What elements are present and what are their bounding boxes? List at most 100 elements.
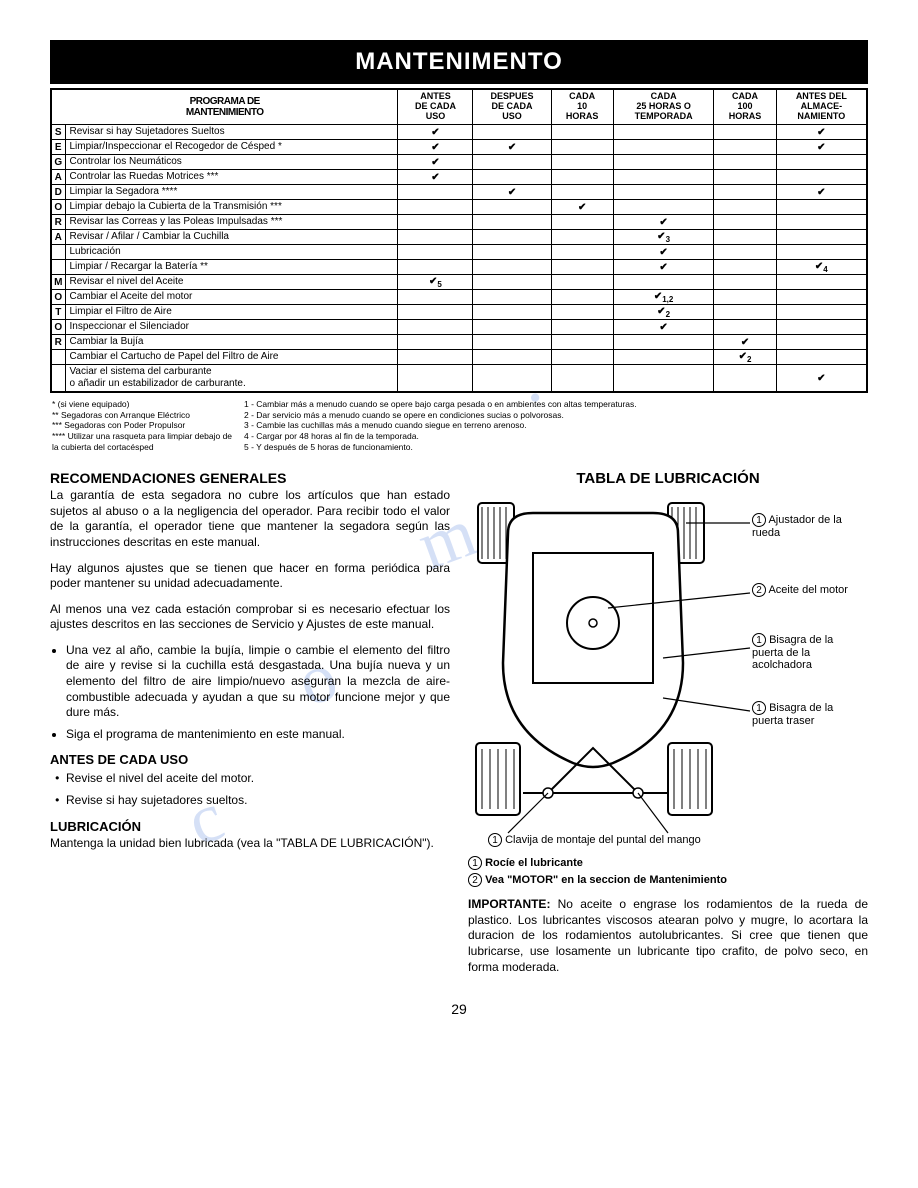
task-cell: Revisar las Correas y las Poleas Impulsa… bbox=[65, 215, 398, 230]
table-row: ARevisar / Afilar / Cambiar la Cuchilla✔… bbox=[51, 230, 867, 245]
lubrication-title: LUBRICACIÓN bbox=[50, 819, 450, 834]
check-cell bbox=[613, 140, 714, 155]
check-cell: ✔ bbox=[776, 125, 867, 140]
side-label bbox=[51, 260, 65, 275]
side-label: R bbox=[51, 335, 65, 350]
side-label: T bbox=[51, 305, 65, 320]
fn-left-2: *** Segadoras con Poder Propulsor bbox=[52, 420, 236, 431]
check-cell bbox=[714, 230, 776, 245]
check-cell bbox=[551, 125, 613, 140]
task-cell: Revisar el nivel del Aceite bbox=[65, 275, 398, 290]
check-cell bbox=[473, 260, 551, 275]
fn-right-1: 2 - Dar servicio más a menudo cuando se … bbox=[244, 410, 637, 421]
check-cell bbox=[613, 185, 714, 200]
check-cell: ✔ bbox=[714, 335, 776, 350]
check-cell bbox=[551, 365, 613, 393]
side-label: A bbox=[51, 230, 65, 245]
check-cell bbox=[714, 140, 776, 155]
table-row: RRevisar las Correas y las Poleas Impuls… bbox=[51, 215, 867, 230]
rec-paragraph-1: La garantía de esta segadora no cubre lo… bbox=[50, 488, 450, 550]
check-cell bbox=[473, 230, 551, 245]
check-cell: ✔ bbox=[613, 215, 714, 230]
table-row: Cambiar el Cartucho de Papel del Filtro … bbox=[51, 350, 867, 365]
check-cell bbox=[551, 275, 613, 290]
check-cell bbox=[398, 335, 473, 350]
check-cell bbox=[714, 305, 776, 320]
check-cell bbox=[398, 260, 473, 275]
table-row: GControlar los Neumáticos✔ bbox=[51, 155, 867, 170]
check-cell: ✔ bbox=[776, 185, 867, 200]
check-cell bbox=[551, 245, 613, 260]
before-li-2: Revise si hay sujetadores sueltos. bbox=[66, 793, 450, 809]
fn-left-0: * (si viene equipado) bbox=[52, 399, 236, 410]
check-cell bbox=[776, 350, 867, 365]
table-title: PROGRAMA DE MANTENIMIENTO bbox=[51, 89, 398, 125]
check-cell bbox=[714, 170, 776, 185]
table-row: Lubricación✔ bbox=[51, 245, 867, 260]
check-cell bbox=[714, 365, 776, 393]
check-cell bbox=[551, 215, 613, 230]
check-cell bbox=[776, 245, 867, 260]
check-cell bbox=[613, 275, 714, 290]
check-cell: ✔ bbox=[551, 200, 613, 215]
task-cell: Lubricación bbox=[65, 245, 398, 260]
check-cell: ✔ bbox=[398, 125, 473, 140]
check-cell bbox=[776, 155, 867, 170]
fn-right-3: 4 - Cargar por 48 horas al fin de la tem… bbox=[244, 431, 637, 442]
check-cell bbox=[776, 320, 867, 335]
table-row: Vaciar el sistema del carburanteo añadir… bbox=[51, 365, 867, 393]
side-label: O bbox=[51, 290, 65, 305]
check-cell bbox=[398, 305, 473, 320]
side-label: E bbox=[51, 140, 65, 155]
col-head-3: CADA25 HORAS OTEMPORADA bbox=[613, 89, 714, 125]
check-cell bbox=[776, 230, 867, 245]
check-cell bbox=[398, 185, 473, 200]
check-cell bbox=[473, 320, 551, 335]
table-row: ELimpiar/Inspeccionar el Recogedor de Cé… bbox=[51, 140, 867, 155]
before-each-use-title: ANTES DE CADA USO bbox=[50, 752, 450, 767]
table-row: SRevisar si hay Sujetadores Sueltos✔✔ bbox=[51, 125, 867, 140]
check-cell bbox=[551, 185, 613, 200]
col-head-0: ANTESDE CADAUSO bbox=[398, 89, 473, 125]
check-cell bbox=[613, 155, 714, 170]
task-cell: Limpiar el Filtro de Aire bbox=[65, 305, 398, 320]
side-label: D bbox=[51, 185, 65, 200]
check-cell bbox=[473, 245, 551, 260]
check-cell bbox=[551, 140, 613, 155]
side-label: O bbox=[51, 200, 65, 215]
rec-bullet-1: Una vez al año, cambie la bujía, limpie … bbox=[66, 643, 450, 721]
side-label: O bbox=[51, 320, 65, 335]
check-cell: ✔5 bbox=[398, 275, 473, 290]
check-cell bbox=[714, 185, 776, 200]
table-row: OLimpiar debajo la Cubierta de la Transm… bbox=[51, 200, 867, 215]
check-cell bbox=[776, 215, 867, 230]
check-cell bbox=[613, 335, 714, 350]
left-column: RECOMENDACIONES GENERALES La garantía de… bbox=[50, 470, 450, 985]
table-title-line1: PROGRAMA DE bbox=[190, 96, 260, 107]
side-label: M bbox=[51, 275, 65, 290]
task-cell: Vaciar el sistema del carburanteo añadir… bbox=[65, 365, 398, 393]
check-cell bbox=[714, 275, 776, 290]
check-cell bbox=[714, 155, 776, 170]
diagram-label-4: 1 Bisagra de la puerta traser bbox=[752, 701, 852, 727]
page-title-bar: MANTENIMENTO bbox=[50, 40, 868, 84]
lubrication-text: Mantenga la unidad bien lubricada (vea l… bbox=[50, 836, 450, 852]
check-cell bbox=[776, 290, 867, 305]
lubrication-diagram: 1 Ajustador de la rueda 2 Aceite del mot… bbox=[468, 493, 868, 853]
task-cell: Limpiar debajo la Cubierta de la Transmi… bbox=[65, 200, 398, 215]
task-cell: Cambiar el Cartucho de Papel del Filtro … bbox=[65, 350, 398, 365]
check-cell bbox=[776, 305, 867, 320]
maintenance-schedule-table: PROGRAMA DE MANTENIMIENTO ANTESDE CADAUS… bbox=[50, 88, 868, 393]
check-cell bbox=[398, 320, 473, 335]
table-row: DLimpiar la Segadora ****✔✔ bbox=[51, 185, 867, 200]
check-cell bbox=[714, 260, 776, 275]
check-cell bbox=[776, 170, 867, 185]
col-head-4: CADA100HORAS bbox=[714, 89, 776, 125]
check-cell bbox=[473, 215, 551, 230]
table-row: RCambiar la Bujía✔ bbox=[51, 335, 867, 350]
table-title-line2: MANTENIMIENTO bbox=[186, 107, 264, 118]
check-cell bbox=[473, 335, 551, 350]
diagram-label-5: 1 Clavija de montaje del puntal del mang… bbox=[488, 833, 848, 847]
check-cell bbox=[776, 275, 867, 290]
table-row: TLimpiar el Filtro de Aire✔2 bbox=[51, 305, 867, 320]
